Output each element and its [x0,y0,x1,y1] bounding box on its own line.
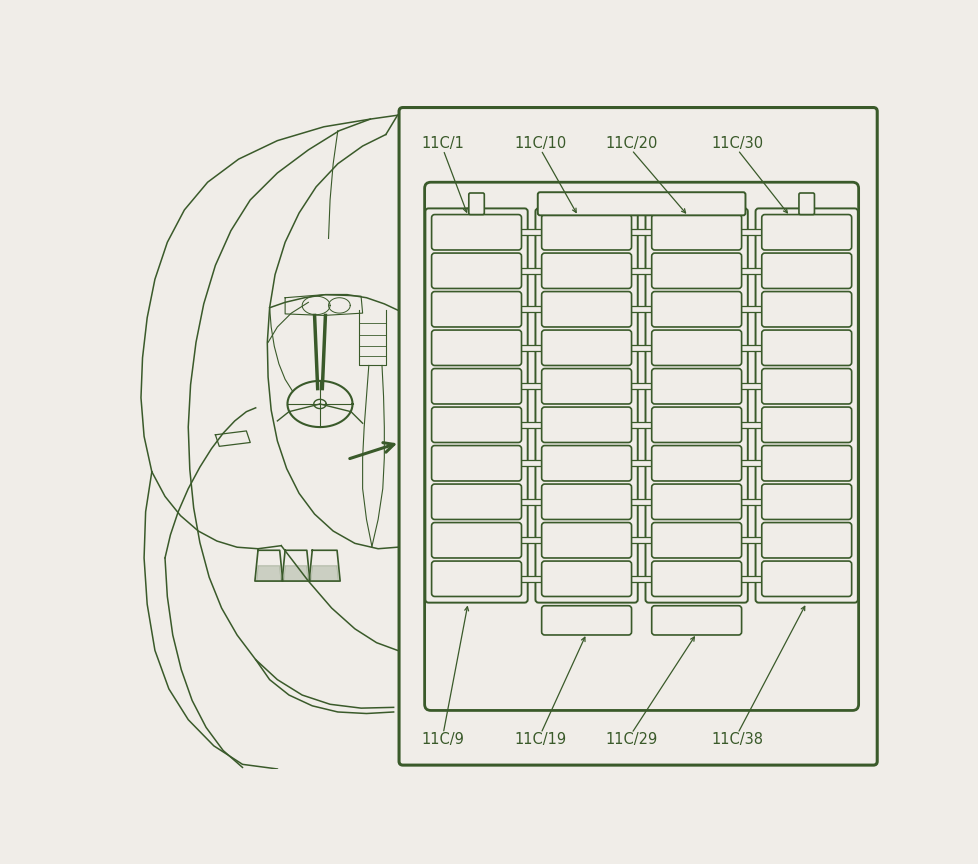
FancyBboxPatch shape [541,291,631,327]
FancyBboxPatch shape [761,330,851,365]
Bar [739,537,763,543]
Bar [519,306,543,313]
FancyBboxPatch shape [537,192,744,215]
FancyBboxPatch shape [431,446,521,481]
FancyBboxPatch shape [424,182,858,710]
FancyBboxPatch shape [431,330,521,365]
Polygon shape [284,566,308,581]
FancyBboxPatch shape [541,214,631,250]
Bar [630,499,652,505]
FancyBboxPatch shape [431,369,521,404]
Bar [630,306,652,313]
Bar [739,229,763,235]
Bar [519,422,543,428]
FancyBboxPatch shape [761,291,851,327]
FancyBboxPatch shape [541,523,631,558]
FancyBboxPatch shape [651,330,741,365]
Text: 11C/20: 11C/20 [604,137,657,151]
Bar [630,575,652,581]
Polygon shape [310,566,338,581]
FancyBboxPatch shape [761,214,851,250]
Text: 11C/29: 11C/29 [604,732,657,747]
FancyBboxPatch shape [431,291,521,327]
Bar [630,461,652,467]
FancyBboxPatch shape [431,253,521,289]
Polygon shape [256,566,281,581]
FancyBboxPatch shape [645,208,747,603]
Bar [519,461,543,467]
FancyBboxPatch shape [798,193,814,214]
FancyBboxPatch shape [761,369,851,404]
FancyBboxPatch shape [651,606,741,635]
Text: 11C/10: 11C/10 [514,137,566,151]
FancyBboxPatch shape [761,446,851,481]
FancyBboxPatch shape [651,214,741,250]
Bar [739,306,763,313]
Bar [739,268,763,274]
FancyBboxPatch shape [541,369,631,404]
Bar [519,268,543,274]
FancyBboxPatch shape [535,208,637,603]
FancyBboxPatch shape [541,407,631,442]
FancyBboxPatch shape [761,561,851,596]
Bar [630,537,652,543]
FancyBboxPatch shape [541,484,631,519]
Text: 11C/38: 11C/38 [711,732,763,747]
FancyBboxPatch shape [541,606,631,635]
Bar [519,499,543,505]
FancyBboxPatch shape [431,214,521,250]
Bar [519,575,543,581]
Text: 11C/1: 11C/1 [422,137,465,151]
Bar [630,268,652,274]
Text: 11C/30: 11C/30 [711,137,763,151]
Bar [519,537,543,543]
Bar [519,229,543,235]
FancyBboxPatch shape [651,253,741,289]
FancyBboxPatch shape [761,253,851,289]
Bar [630,229,652,235]
FancyBboxPatch shape [755,208,857,603]
FancyBboxPatch shape [431,484,521,519]
Bar [739,575,763,581]
Bar [519,345,543,351]
FancyBboxPatch shape [541,561,631,596]
FancyBboxPatch shape [399,107,876,766]
FancyBboxPatch shape [761,484,851,519]
FancyBboxPatch shape [761,407,851,442]
FancyBboxPatch shape [761,523,851,558]
Bar [630,345,652,351]
Bar [739,422,763,428]
FancyBboxPatch shape [468,193,484,214]
Bar [739,345,763,351]
FancyBboxPatch shape [541,253,631,289]
FancyBboxPatch shape [651,446,741,481]
FancyBboxPatch shape [651,523,741,558]
Bar [739,384,763,390]
FancyBboxPatch shape [651,561,741,596]
Bar [739,499,763,505]
FancyBboxPatch shape [651,407,741,442]
FancyBboxPatch shape [431,561,521,596]
FancyBboxPatch shape [431,523,521,558]
FancyBboxPatch shape [651,291,741,327]
Text: 11C/19: 11C/19 [514,732,566,747]
Bar [739,461,763,467]
Bar [630,384,652,390]
FancyBboxPatch shape [431,407,521,442]
FancyBboxPatch shape [651,369,741,404]
FancyBboxPatch shape [541,446,631,481]
Text: 11C/9: 11C/9 [422,732,465,747]
FancyBboxPatch shape [541,330,631,365]
Bar [519,384,543,390]
Bar [630,422,652,428]
FancyBboxPatch shape [425,208,527,603]
FancyBboxPatch shape [651,484,741,519]
